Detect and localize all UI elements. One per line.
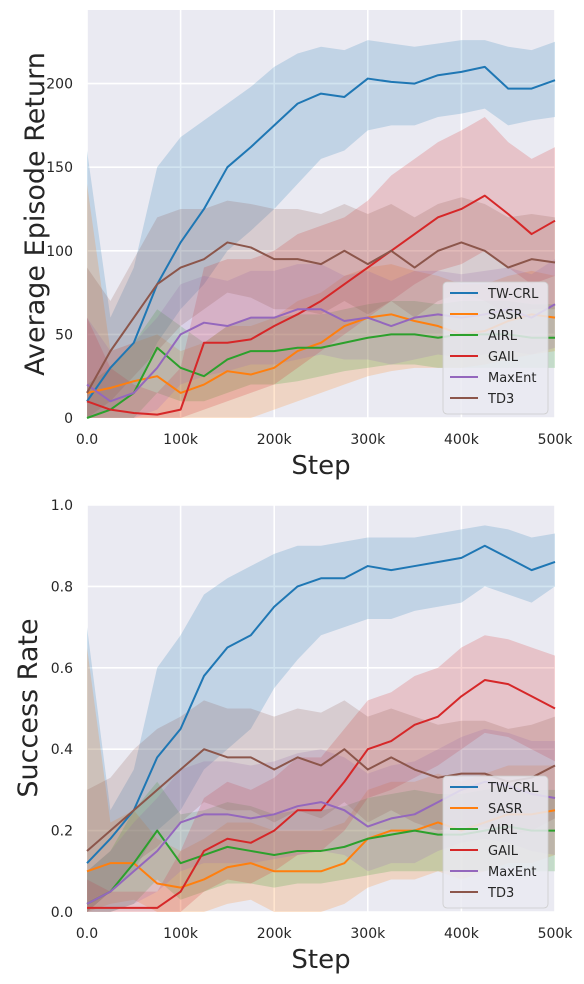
legend: TW-CRL SASR AIRL GAIL MaxEnt TD3 — [442, 281, 549, 415]
x-tick-label: 100k — [163, 432, 199, 448]
y-axis-label: Average Episode Return — [20, 52, 51, 376]
x-tick-label: 300k — [350, 432, 386, 448]
success-rate-chart: 0.0 100k 200k 300k 400k 500k 0.0 0.2 0.4 0.6 0.8 1… — [13, 498, 573, 975]
confidence-band-maxent — [87, 259, 555, 418]
x-tick-label: 300k — [350, 926, 386, 942]
series-line-tw-crl — [86, 544, 556, 864]
confidence-band-td3 — [87, 700, 555, 912]
x-tick-label: 100k — [163, 926, 199, 942]
average-episode-return-chart: 0.0 100k 200k 300k 400k 500k 0 50 100 150 200 Ste… — [20, 10, 573, 481]
y-tick-label: 0.6 — [51, 661, 73, 677]
confidence-band-td3 — [87, 197, 555, 418]
y-tick-label: 0.2 — [51, 824, 73, 840]
x-axis-ticks: 0.0 100k 200k 300k 400k 500k — [76, 432, 573, 448]
y-tick-label: 100 — [46, 244, 73, 260]
series-line-tw-crl — [86, 65, 556, 402]
confidence-bands — [87, 525, 555, 912]
x-tick-label: 200k — [257, 432, 293, 448]
legend: TW-CRL SASR AIRL GAIL MaxEnt TD3 — [442, 775, 549, 909]
gridlines — [86, 10, 556, 419]
series-line-td3 — [86, 748, 556, 852]
confidence-band-gail — [87, 635, 555, 912]
y-tick-label: 0.4 — [51, 742, 73, 758]
legend-label: MaxEnt — [488, 865, 536, 880]
confidence-band-tw-crl — [87, 40, 555, 419]
legend-label: SASR — [488, 308, 523, 323]
series-lines — [86, 544, 556, 909]
legend-label: GAIL — [488, 844, 519, 859]
x-tick-label: 200k — [257, 926, 293, 942]
confidence-band-airl — [87, 300, 555, 418]
legend-label: GAIL — [488, 350, 519, 365]
legend-label: TD3 — [487, 392, 514, 407]
y-axis-ticks: 0 50 100 150 200 — [46, 77, 73, 427]
legend-label: AIRL — [488, 823, 518, 838]
y-tick-label: 0.0 — [51, 905, 73, 921]
confidence-band-sasr — [87, 647, 555, 912]
x-axis-label: Step — [291, 945, 350, 975]
y-tick-label: 1.0 — [51, 498, 73, 514]
series-line-gail — [86, 194, 556, 416]
confidence-band-maxent — [87, 728, 555, 912]
y-axis-ticks: 0.0 0.2 0.4 0.6 0.8 1.0 — [51, 498, 73, 921]
legend-label: AIRL — [488, 329, 518, 344]
legend-label: TD3 — [487, 886, 514, 901]
x-tick-label: 0.0 — [76, 926, 98, 942]
y-axis-label: Success Rate — [13, 618, 44, 797]
x-axis-ticks: 0.0 100k 200k 300k 400k 500k — [76, 926, 573, 942]
x-tick-label: 0.0 — [76, 432, 98, 448]
series-line-gail — [87, 679, 556, 909]
series-line-td3 — [86, 241, 556, 394]
legend-label: MaxEnt — [488, 371, 536, 386]
y-tick-label: 0.8 — [51, 579, 73, 595]
y-tick-label: 200 — [46, 77, 73, 93]
legend-label: TW-CRL — [487, 781, 539, 796]
y-tick-label: 0 — [64, 411, 73, 427]
x-tick-label: 400k — [444, 432, 480, 448]
x-tick-label: 500k — [538, 926, 574, 942]
x-tick-label: 400k — [444, 926, 480, 942]
confidence-band-tw-crl — [87, 525, 555, 912]
x-axis-label: Step — [291, 451, 350, 481]
legend-label: SASR — [488, 802, 523, 817]
y-tick-label: 50 — [55, 327, 73, 343]
x-tick-label: 500k — [538, 432, 574, 448]
legend-label: TW-CRL — [487, 287, 539, 302]
y-tick-label: 150 — [46, 160, 73, 176]
